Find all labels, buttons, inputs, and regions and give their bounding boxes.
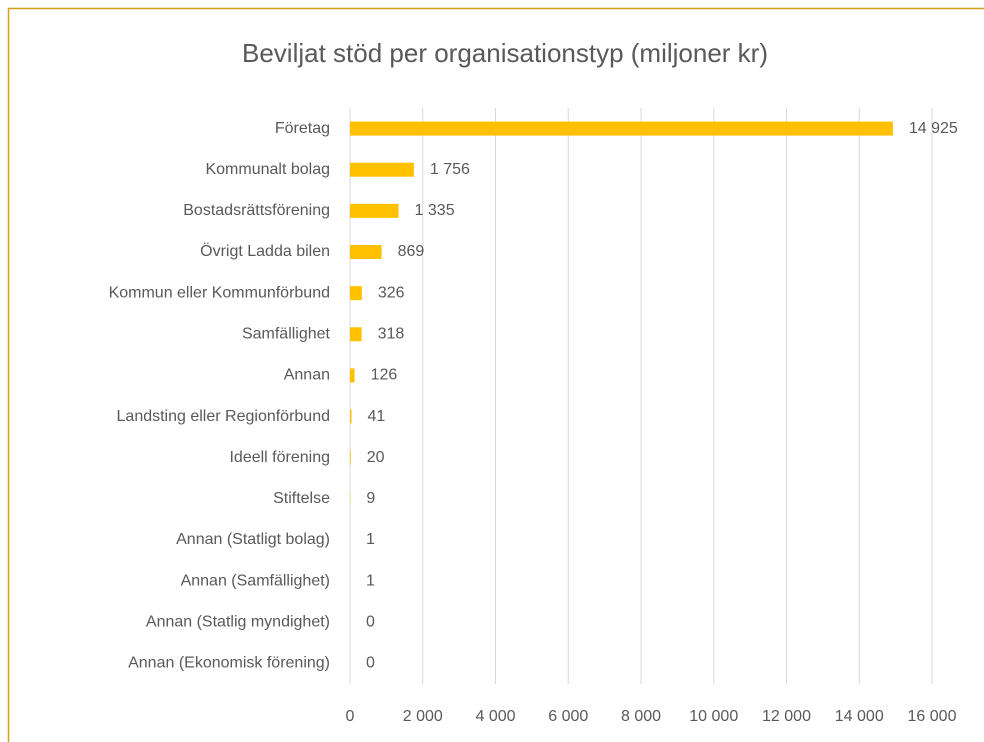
x-tick-label: 12 000 (762, 708, 811, 725)
data-label: 41 (367, 408, 385, 425)
y-tick-label: Ideell förening (229, 449, 330, 466)
data-label: 14 925 (909, 120, 958, 137)
data-label: 20 (367, 449, 385, 466)
bar (350, 286, 362, 301)
x-tick-label: 6 000 (548, 708, 588, 725)
bar (350, 162, 414, 177)
y-tick-label: Bostadsrättsförening (183, 202, 330, 219)
x-tick-label: 4 000 (475, 708, 515, 725)
data-label: 326 (378, 284, 405, 301)
y-tick-label: Landsting eller Regionförbund (117, 408, 330, 425)
bar (350, 121, 893, 136)
data-label: 869 (398, 243, 425, 260)
data-label: 1 335 (415, 202, 455, 219)
y-tick-label: Övrigt Ladda bilen (200, 242, 330, 260)
bar (350, 245, 382, 259)
data-label: 126 (371, 367, 398, 384)
x-tick-label: 14 000 (835, 708, 884, 725)
data-label: 9 (366, 490, 375, 507)
y-tick-label: Annan (Samfällighet) (181, 572, 330, 589)
bar (350, 368, 355, 383)
bar (350, 327, 362, 342)
data-label: 1 756 (430, 161, 470, 178)
y-tick-label: Annan (Statlig myndighet) (146, 614, 330, 631)
y-tick-label: Annan (Statligt bolag) (176, 531, 330, 548)
bar (350, 409, 352, 424)
chart-title: Beviljat stöd per organisationstyp (milj… (242, 38, 768, 68)
y-tick-label: Stiftelse (273, 490, 330, 507)
data-label: 318 (378, 326, 405, 343)
x-tick-label: 0 (346, 708, 355, 725)
y-tick-label: Samfällighet (242, 326, 331, 343)
data-label: 1 (366, 572, 375, 589)
bar (350, 450, 351, 465)
x-tick-label: 8 000 (621, 708, 661, 725)
y-tick-label: Annan (Ekonomisk förening) (128, 655, 330, 672)
data-label: 1 (366, 531, 375, 548)
y-tick-label: Kommun eller Kommunförbund (109, 284, 330, 301)
y-tick-label: Annan (284, 367, 330, 384)
chart-border (7, 7, 984, 742)
data-label: 0 (366, 655, 375, 672)
x-tick-label: 10 000 (689, 708, 738, 725)
y-tick-label: Företag (275, 120, 330, 137)
x-tick-label: 2 000 (403, 708, 443, 725)
y-tick-label: Kommunalt bolag (205, 161, 330, 178)
data-label: 0 (366, 614, 375, 631)
bar (350, 203, 399, 218)
x-tick-label: 16 000 (908, 708, 957, 725)
